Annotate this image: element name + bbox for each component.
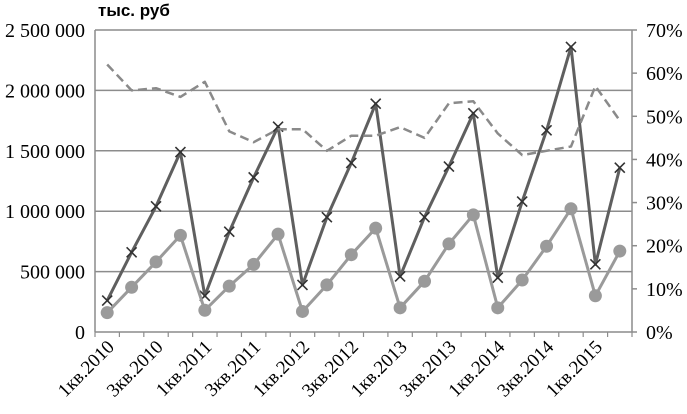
right-tick-label: 40% (646, 149, 683, 171)
left-tick-label: 2 000 000 (5, 80, 85, 102)
gridlines (95, 29, 632, 273)
series-x-markers-point (492, 272, 504, 284)
unit-label: тыс. руб (98, 1, 170, 20)
series-circle-markers-point (515, 273, 529, 287)
series-circle-markers-line (106, 207, 622, 314)
series-circle-markers-point (491, 301, 505, 315)
series-circle-markers-point (369, 221, 383, 235)
series-circle-markers-point (564, 202, 578, 216)
series-x-markers-point (101, 295, 113, 307)
right-tick-label: 20% (646, 236, 683, 258)
left-tick-label: 1 500 000 (5, 141, 85, 163)
right-tick-label: 30% (646, 193, 683, 215)
series-x-markers-point (174, 146, 186, 158)
series-circle-markers-point (100, 306, 114, 320)
right-tick-label: 0% (646, 322, 673, 344)
series-circle-markers-point (320, 278, 334, 292)
series-circle-markers-point (418, 274, 432, 288)
series-x-markers-point (418, 211, 431, 223)
series-circle-markers-point (149, 255, 163, 269)
left-tick-label: 2 500 000 (5, 20, 85, 42)
series-circle-markers-point (198, 303, 212, 317)
right-tick-label: 50% (646, 106, 683, 128)
series-circle-markers-point (247, 257, 261, 271)
series-x-markers-point (467, 107, 479, 119)
series-circle-markers-point (222, 279, 236, 293)
series-layer (100, 41, 627, 320)
series-x-markers-point (296, 279, 309, 291)
right-tick-label: 70% (646, 20, 683, 42)
series-x-markers-point (589, 258, 601, 270)
series-circle-markers-point (466, 208, 480, 222)
right-tick-label: 60% (646, 63, 683, 85)
series-x-markers-point (443, 160, 455, 173)
series-circle-markers-point (295, 304, 309, 318)
series-x-markers-line (105, 45, 622, 302)
series-circle-markers-point (442, 237, 456, 251)
series-x-markers-point (126, 246, 138, 258)
series-x-markers-point (370, 98, 382, 110)
series-circle-markers-point (588, 289, 602, 303)
left-tick-label: 1 000 000 (5, 201, 85, 223)
series-x-markers-point (321, 211, 333, 223)
series-x-markers-point (516, 195, 528, 208)
series-circle-markers-point (613, 244, 627, 258)
series-x-markers-point (150, 200, 162, 212)
series-x-markers-point (614, 162, 626, 174)
series-x-markers-point (223, 226, 235, 238)
series-circle-markers-point (271, 227, 285, 241)
series-dashed-percent-line (106, 63, 621, 157)
series-x-markers-point (541, 124, 553, 136)
series-x-markers-point (394, 270, 406, 282)
series-circle-markers-point (393, 301, 407, 315)
right-tick-label: 10% (646, 279, 683, 301)
series-circle-markers-point (173, 228, 187, 242)
series-x-markers-point (248, 171, 260, 183)
series-x-markers-point (565, 41, 577, 53)
series-x-markers-point (345, 157, 357, 169)
series-circle-markers-point (540, 239, 554, 253)
left-tick-label: 500 000 (20, 262, 85, 284)
series-circle-markers-point (344, 248, 358, 262)
left-tick-label: 0 (75, 322, 85, 344)
series-circle-markers-point (125, 280, 139, 294)
